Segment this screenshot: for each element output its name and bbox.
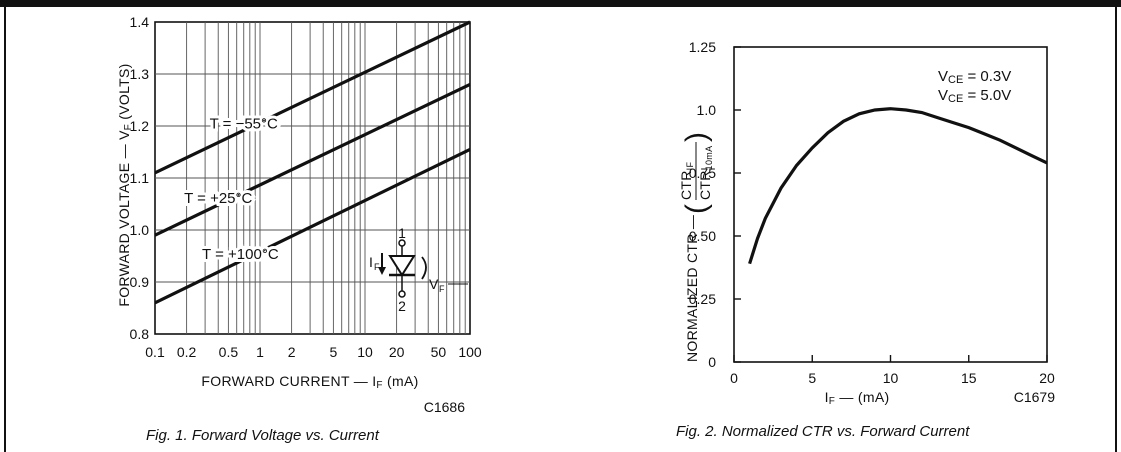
fig2-annotation-1: VCE = 0.3V: [938, 68, 1011, 86]
fig1-series-label: T = +25°C: [184, 190, 252, 207]
fig1-series-label: T = +100°C: [202, 246, 279, 263]
fig1-inset-voltage-label: V: [429, 276, 439, 292]
fig1-y-tick-label: 1.4: [130, 14, 150, 30]
fig1-x-tick-label: 20: [389, 344, 405, 360]
fig2-x-tick-label: 15: [961, 370, 977, 386]
fig2-plot-frame: [733, 46, 1048, 363]
fig1-x-tick-label: 1: [256, 344, 264, 360]
fig1-series-line: [154, 147, 471, 305]
fig1-y-tick-label: 0.9: [130, 274, 150, 290]
fig2-x-tick-label: 10: [883, 370, 899, 386]
fig1-series-line: [154, 82, 471, 237]
fig2-y-open-paren: (: [680, 204, 713, 214]
fig2-y-axis-label: NORMALIZED CTR —: [684, 215, 700, 362]
fig1-x-tick-label: 2: [288, 344, 296, 360]
fig1-inset-current-sub: F: [374, 262, 380, 272]
fig2-y-axis-title: NORMALIZED CTR — ( CTRIF CTR10mA ): [678, 132, 714, 362]
fig2-y-tick-label: 1.25: [689, 39, 716, 55]
fig1-inset-pin1-label: 1: [398, 225, 406, 241]
top-rule: [0, 0, 1121, 7]
fig1-x-axis-title: FORWARD CURRENT — IF (mA): [201, 373, 418, 391]
fig2-caption: Fig. 2. Normalized CTR vs. Forward Curre…: [676, 423, 970, 440]
fig1-y-axis-title: FORWARD VOLTAGE — VF (VOLTS): [116, 63, 134, 306]
fig1-y-tick-label: 0.8: [130, 326, 150, 342]
fig1-x-tick-label: 50: [431, 344, 447, 360]
fig1-x-tick-label: 0.5: [219, 344, 239, 360]
fig2-y-numerator: CTRIF: [678, 162, 695, 200]
fig1-code: C1686: [424, 399, 465, 415]
fig1-inset-voltage-arc: [421, 256, 427, 280]
fig2-y-tick-label: 1.0: [697, 102, 717, 118]
fig2-y-tick-label: 0.25: [689, 291, 716, 307]
fig1-x-tick-label: 0.1: [145, 344, 165, 360]
fig2-x-tick-label: 20: [1039, 370, 1055, 386]
fig2-x-tick-label: 0: [730, 370, 738, 386]
fig2-y-tick-label: 0: [708, 354, 716, 370]
fig2-y-close-paren: ): [680, 132, 713, 142]
fig1-inset-current-arrowhead: [378, 267, 386, 275]
fig2-y-denominator: CTR10mA: [697, 146, 714, 200]
fig1-x-tick-label: 0.2: [177, 344, 197, 360]
fig1-inset-pin2-label: 2: [398, 298, 406, 314]
fig2-y-tick-label: 0.50: [689, 228, 716, 244]
fig1-caption: Fig. 1. Forward Voltage vs. Current: [146, 427, 380, 444]
fig1-y-tick-label: 1.3: [130, 66, 150, 82]
fig1-x-tick-label: 10: [357, 344, 373, 360]
fig1-inset-current-label: I: [369, 254, 373, 270]
fig2-code: C1679: [1014, 389, 1055, 405]
fig2-x-tick-label: 5: [808, 370, 816, 386]
fig1-x-tick-label: 100: [458, 344, 482, 360]
fig2-series-line: [748, 107, 1048, 265]
fig1-x-tick-label: 5: [329, 344, 337, 360]
fig1-series-line: [154, 20, 471, 175]
fig2-annotation-2: VCE = 5.0V: [938, 87, 1011, 105]
fig1-inset-pin2-dot: [398, 290, 406, 298]
fig1-y-tick-label: 1.1: [130, 170, 150, 186]
chart-fig1: 0.1 0.2 0.5 1 2 5 10 20 50 100 0.8 0.9 1.0 1.1 1.2 1.3 1…: [130, 14, 482, 360]
fig1-y-tick-label: 1.0: [130, 222, 150, 238]
fig2-x-axis-title: IF — (mA): [825, 389, 890, 407]
fig1-inset-diode-triangle: [388, 255, 416, 277]
fig1-y-tick-label: 1.2: [130, 118, 150, 134]
fig1-inset-voltage-sub: F: [439, 284, 445, 294]
fig1-series-label: T = −55°C: [210, 115, 278, 132]
